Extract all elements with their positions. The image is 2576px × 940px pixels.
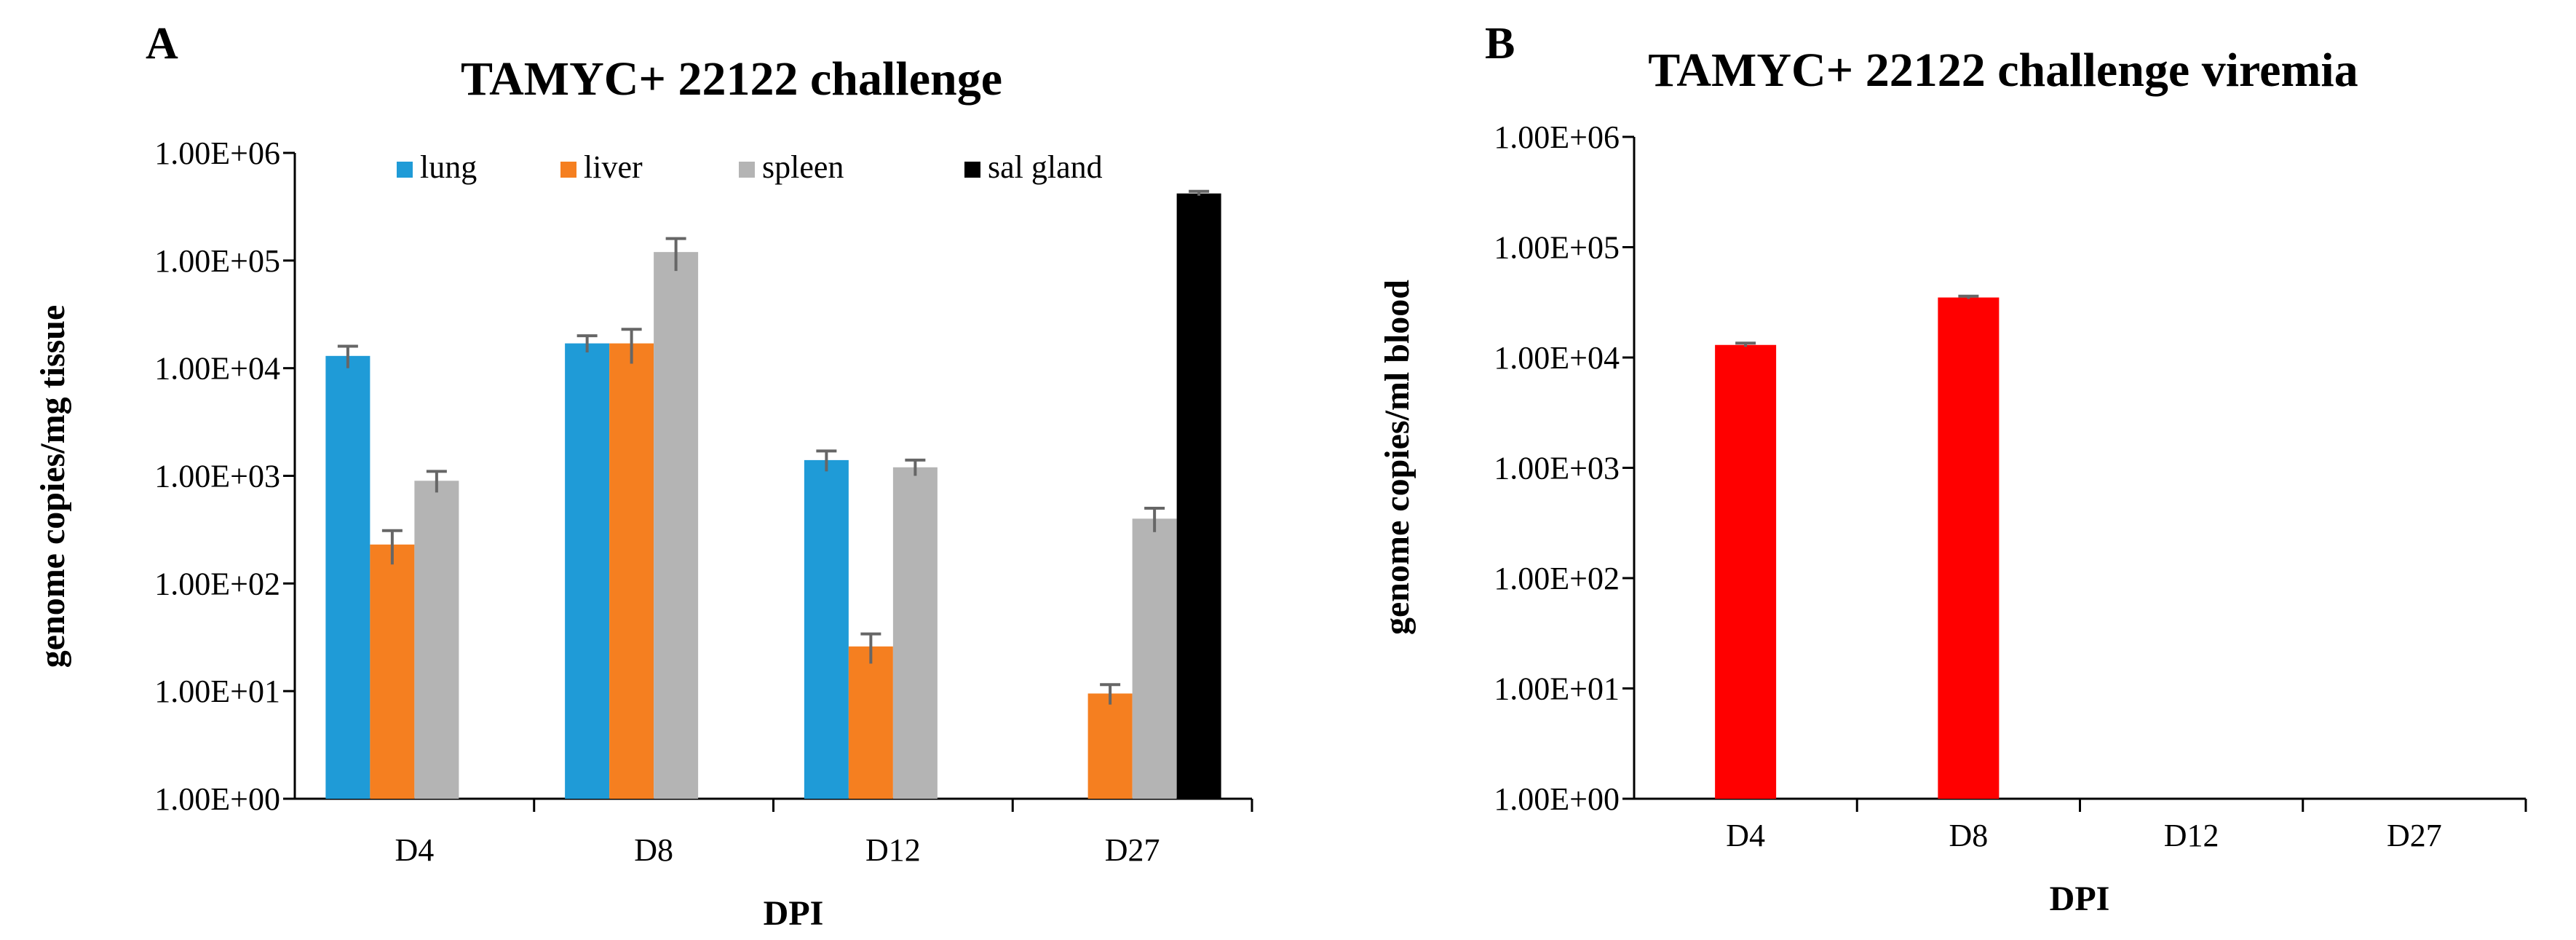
panel-a-x-tick-label: D4 (395, 832, 434, 868)
panel-b-x-tick-label: D12 (2164, 818, 2219, 853)
panel-a-bar-liver (1087, 693, 1133, 799)
panel-a-title: TAMYC+ 22122 challenge (461, 52, 1002, 106)
panel-a-ylabel: genome copies/mg tissue (33, 305, 72, 668)
panel-b-x-tick-label: D4 (1726, 818, 1765, 853)
panel-a-bar-lung (325, 355, 370, 799)
panel-a-bar-spleen (654, 252, 699, 799)
panel-a-bar-lung (804, 459, 849, 799)
panel-a-legend-label: spleen (762, 149, 844, 185)
panel-a-x-tick-label: D27 (1105, 832, 1160, 868)
panel-b-y-tick-label: 1.00E+01 (1494, 671, 1620, 707)
panel-b-ylabel: genome copies/ml blood (1378, 280, 1416, 635)
panel-a-legend-swatch (739, 162, 755, 178)
panel-b-x-tick-label: D27 (2387, 818, 2442, 853)
panel-b-title: TAMYC+ 22122 challenge viremia (1648, 44, 2358, 97)
panel-b-y-tick-label: 1.00E+03 (1494, 451, 1620, 486)
panel-a-y-tick-label: 1.00E+02 (154, 566, 280, 601)
panel-a-label: A (146, 19, 178, 68)
panel-a-bar-spleen (414, 481, 459, 799)
panel-a-legend-label: liver (584, 149, 643, 185)
panel-a-y-tick-label: 1.00E+04 (154, 351, 280, 387)
panel-a-y-tick-label: 1.00E+03 (154, 459, 280, 494)
panel-a-bar-spleen (1132, 518, 1177, 799)
panel-b-bar-series (1938, 297, 2000, 799)
panel-a-bar-liver (370, 544, 415, 799)
panel-a-bar-sal-gland (1176, 193, 1221, 799)
panel-a-bar-liver (848, 646, 893, 799)
panel-a-x-tick-label: D12 (865, 832, 921, 868)
panel-a-x-tick-label: D8 (634, 832, 673, 868)
panel-b-y-tick-label: 1.00E+05 (1494, 230, 1620, 266)
panel-b-y-tick-label: 1.00E+02 (1494, 561, 1620, 596)
panel-a-bar-lung (565, 343, 610, 799)
panel-b-bar-series (1715, 344, 1777, 799)
panel-a-bar-liver (609, 343, 654, 799)
panel-b-y-tick-label: 1.00E+00 (1494, 781, 1620, 817)
panel-b-label: B (1485, 19, 1515, 68)
panel-b-xlabel: DPI (2050, 880, 2110, 918)
panel-a-legend-swatch (397, 162, 413, 178)
panel-b-x-tick-label: D8 (1949, 818, 1988, 853)
panel-a-y-tick-label: 1.00E+06 (154, 135, 280, 171)
panel-a-legend-swatch (964, 162, 980, 178)
panel-a-y-tick-label: 1.00E+01 (154, 674, 280, 709)
panel-a-legend-label: sal gland (988, 149, 1103, 185)
panel-a-xlabel: DPI (764, 894, 824, 933)
panel-a-y-tick-label: 1.00E+00 (154, 781, 280, 817)
panel-a-bar-spleen (892, 467, 938, 799)
panel-b-y-tick-label: 1.00E+04 (1494, 340, 1620, 376)
panel-b-y-tick-label: 1.00E+06 (1494, 119, 1620, 155)
panel-a-legend-swatch (560, 162, 576, 178)
panel-a-y-tick-label: 1.00E+05 (154, 243, 280, 279)
panel-a-legend-label: lung (420, 149, 477, 185)
